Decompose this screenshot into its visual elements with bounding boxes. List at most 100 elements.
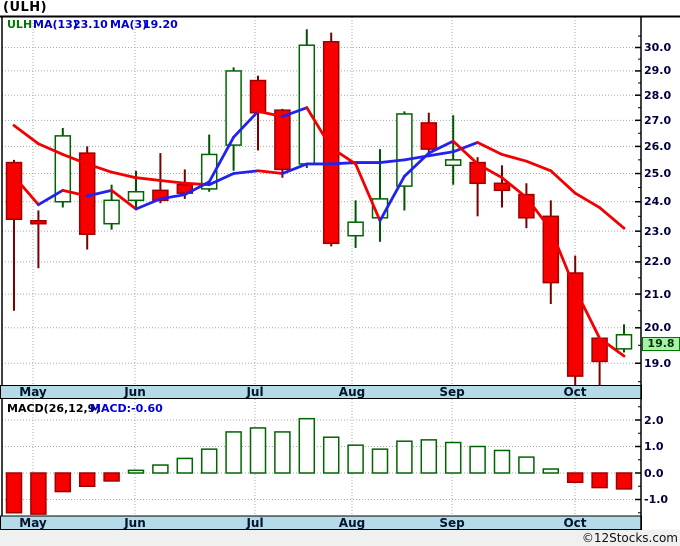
month-label: Jul bbox=[246, 385, 264, 399]
ma3-line-segment bbox=[280, 106, 309, 118]
ma3-line-segment bbox=[427, 139, 455, 155]
ma13-line-segment bbox=[500, 153, 528, 163]
price-axis-label: 23.0 bbox=[644, 224, 672, 238]
ma13-line-segment bbox=[207, 172, 236, 187]
site-credit-link[interactable]: ©12Stocks.com bbox=[581, 531, 678, 545]
ma13-line-segment bbox=[280, 162, 309, 175]
month-label: Jun bbox=[124, 385, 146, 399]
month-label: Jun bbox=[124, 515, 146, 530]
legend-ma13-value: 23.10 bbox=[73, 18, 108, 31]
candle-body bbox=[420, 122, 438, 150]
legend-symbol: ULH bbox=[7, 18, 33, 31]
ma13-line-segment bbox=[476, 141, 504, 156]
candle-body bbox=[127, 191, 145, 202]
legend-ma3-value: 19.20 bbox=[143, 18, 178, 31]
ma3-line-segment bbox=[85, 188, 113, 198]
candle-body bbox=[493, 182, 511, 192]
month-band-strip bbox=[0, 385, 642, 399]
macd-bar bbox=[200, 448, 218, 474]
price-axis-label: 29.0 bbox=[644, 64, 672, 78]
price-axis-label: 28.0 bbox=[644, 88, 672, 102]
macd-bar bbox=[566, 472, 584, 484]
month-label: Sep bbox=[439, 385, 465, 399]
macd-bar bbox=[396, 440, 413, 474]
candle-body bbox=[249, 79, 267, 114]
ma3-line-segment bbox=[378, 174, 406, 223]
candle-body bbox=[615, 333, 633, 350]
ma13-line-segment bbox=[598, 206, 626, 230]
ma3-line-segment bbox=[329, 146, 358, 166]
ma13-line-segment bbox=[525, 159, 553, 173]
macd-bar bbox=[591, 472, 608, 489]
month-label: Oct bbox=[563, 385, 587, 399]
ma13-line-segment bbox=[61, 153, 89, 166]
macd-bar bbox=[103, 472, 120, 482]
price-axis-label: 22.0 bbox=[644, 255, 672, 269]
macd-bar bbox=[30, 472, 47, 515]
macd-bar bbox=[347, 444, 364, 474]
macd-bar bbox=[225, 431, 242, 474]
legend-ma13-label: MA(13) bbox=[33, 18, 78, 31]
candle-body bbox=[298, 44, 316, 165]
candle-body bbox=[200, 153, 218, 190]
price-axis-label: 30.0 bbox=[644, 41, 672, 54]
price-axis-label: 25.0 bbox=[644, 167, 672, 181]
macd-bar bbox=[518, 456, 535, 474]
macd-bar bbox=[78, 472, 96, 487]
price-axis-label: 19.0 bbox=[644, 356, 672, 370]
ma3-line-segment bbox=[110, 188, 138, 211]
candle-body bbox=[396, 113, 413, 187]
macd-bar bbox=[5, 472, 23, 514]
ma3-line-segment bbox=[61, 188, 89, 198]
footer-bar bbox=[0, 529, 680, 546]
ma3-line-segment bbox=[183, 180, 211, 196]
ma3-line-segment bbox=[525, 196, 553, 232]
macd-bar bbox=[54, 472, 72, 493]
macd-bar bbox=[176, 457, 194, 474]
macd-axis-label: -1.0 bbox=[644, 493, 669, 506]
ma13-line-segment bbox=[549, 169, 577, 195]
price-axis-label: 20.0 bbox=[644, 321, 672, 335]
ma13-line-segment bbox=[378, 158, 406, 164]
macd-bar bbox=[615, 472, 633, 490]
macd-bar bbox=[469, 445, 486, 474]
candle-body bbox=[444, 159, 462, 167]
ma13-line-segment bbox=[256, 169, 284, 175]
macd-bar bbox=[444, 441, 462, 474]
candle-body bbox=[103, 199, 120, 225]
month-label: Oct bbox=[563, 515, 587, 530]
ma3-line-segment bbox=[232, 110, 260, 139]
last-price-tag: 19.8 bbox=[642, 337, 680, 351]
candle-body bbox=[542, 215, 560, 284]
macd-legend-value: MACD:-0.60 bbox=[90, 402, 163, 415]
ma3-line-segment bbox=[476, 162, 504, 180]
price-axis-label: 26.0 bbox=[644, 139, 672, 153]
price-axis-label: 27.0 bbox=[644, 113, 672, 127]
ma3-line-segment bbox=[256, 110, 284, 118]
candle-body bbox=[274, 109, 291, 171]
ma13-line-segment bbox=[12, 124, 40, 146]
page-title: (ULH) bbox=[3, 0, 48, 15]
ma13-line-segment bbox=[451, 141, 480, 154]
month-band-strip bbox=[0, 515, 642, 530]
candle-body bbox=[30, 219, 47, 225]
macd-bar bbox=[274, 431, 291, 474]
ma13-line-segment bbox=[573, 191, 601, 209]
ma3-line-segment bbox=[134, 197, 162, 211]
month-label: Aug bbox=[338, 515, 366, 530]
ma3-line-segment bbox=[402, 151, 431, 178]
ma3-line-segment bbox=[354, 162, 382, 223]
month-label: May bbox=[19, 385, 47, 399]
month-label: May bbox=[19, 515, 47, 530]
price-axis-label: 21.0 bbox=[644, 287, 672, 301]
macd-axis-label: 1.0 bbox=[644, 440, 664, 453]
ma13-line-segment bbox=[85, 162, 113, 174]
ma3-line-segment bbox=[451, 139, 480, 166]
ma13-line-segment bbox=[110, 170, 138, 180]
ma3-line-segment bbox=[500, 176, 528, 199]
ma3-line-segment bbox=[37, 188, 65, 207]
candle-body bbox=[347, 221, 364, 237]
macd-bar bbox=[420, 439, 438, 474]
macd-bar bbox=[371, 448, 389, 474]
